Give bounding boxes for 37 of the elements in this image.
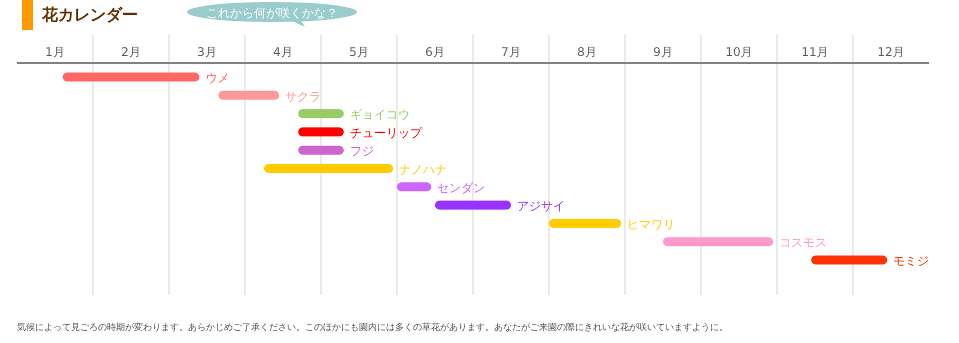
x-tick-label: 7月: [501, 45, 521, 59]
x-tick-label: 5月: [349, 45, 369, 59]
y-tick-label: コスモス: [779, 236, 828, 250]
y-tick-label: サクラ: [285, 89, 322, 104]
bar: [811, 256, 888, 264]
y-tick-label: ウメ: [205, 71, 230, 85]
x-tick-label: 4月: [273, 45, 293, 59]
chart-subtitle: これから何が咲くかな？: [206, 6, 338, 20]
x-tick-label: 3月: [197, 45, 217, 59]
x-tick-label: 2月: [121, 45, 141, 59]
bar: [549, 218, 622, 228]
text: 気候によって見ごろの時期が変わります。あらかじめご了承ください。このほかにも園内には多くの草花があります。あなたがご来園の際にきれいな花が咲いていますように。: [17, 322, 728, 333]
y-tick-label: アジサイ: [517, 199, 565, 214]
bar: [218, 90, 280, 100]
x-tick-label: 11月: [801, 45, 829, 59]
x-tick-label: 8月: [577, 45, 597, 59]
y-tick-label: ナノハナ: [399, 162, 448, 176]
x-tick-label: 10月: [725, 45, 753, 59]
bar: [298, 127, 344, 136]
chart-title: 花カレンダー: [41, 5, 138, 24]
bar: [62, 72, 200, 82]
bar: [435, 200, 511, 210]
bar: [264, 164, 394, 173]
bar: [298, 109, 344, 118]
y-tick-label: ギョイコウ: [350, 108, 410, 122]
y-tick-label: ヒマワリ: [627, 217, 676, 232]
x-tick-label: 12月: [877, 45, 905, 59]
bar: [397, 182, 432, 192]
bar: [298, 146, 344, 155]
x-tick-label: 1月: [45, 45, 65, 59]
x-tick-label: 9月: [653, 45, 673, 59]
y-tick-label: モミジ: [893, 254, 930, 268]
y-tick-label: フジ: [350, 144, 374, 158]
y-tick-label: センダン: [437, 180, 486, 195]
x-tick-label: 6月: [425, 45, 445, 59]
y-tick-label: チューリップ: [350, 126, 423, 140]
bar: [663, 237, 774, 246]
